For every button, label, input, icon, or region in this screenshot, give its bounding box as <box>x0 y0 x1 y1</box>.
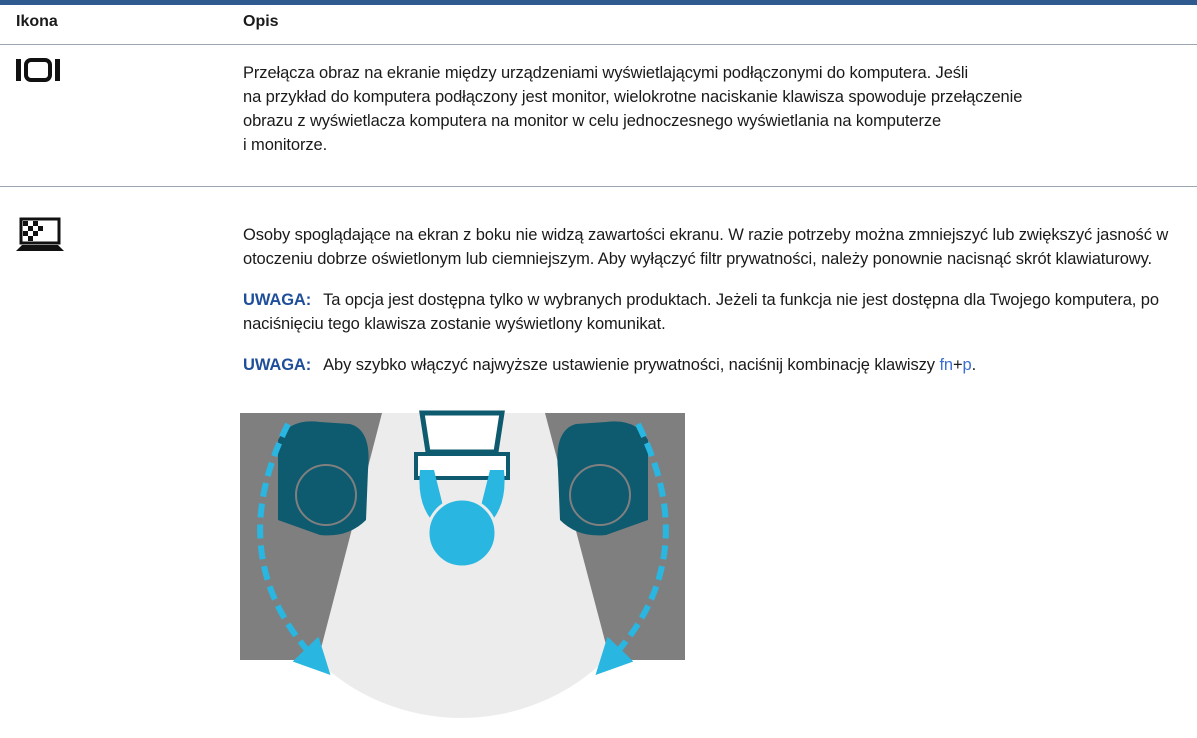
top-border <box>0 0 1197 5</box>
plus: + <box>953 356 963 374</box>
note-text: Ta opcja jest dostępna tylko w wybranych… <box>243 291 1159 333</box>
column-header: Ikona <box>16 13 58 30</box>
period: . <box>971 356 977 374</box>
description: Przełącza obraz na ekranie między urządz… <box>243 61 1188 157</box>
key: fn <box>939 356 953 374</box>
privacy-icon <box>16 217 64 251</box>
note-text: Aby szybko włączyć najwyższe ustawienie … <box>323 356 940 374</box>
description: Osoby spoglądające na ekran z boku nie w… <box>243 223 1188 377</box>
note-label: UWAGA: <box>243 291 312 309</box>
key: p <box>962 356 972 374</box>
text-line: Przełącza obraz na ekranie między urządz… <box>243 64 969 82</box>
note: UWAGA: Aby szybko włączyć najwyższe ustaw… <box>243 353 1188 377</box>
switch-display-icon <box>16 58 60 82</box>
text-line: na przykład do komputera podłączony jest… <box>243 88 1023 106</box>
note: UWAGA: Ta opcja jest dostępna tylko w wyb… <box>243 288 1188 336</box>
note-label: UWAGA: <box>243 356 312 374</box>
column-header: Opis <box>243 13 279 30</box>
text-line: i monitorze. <box>243 136 328 154</box>
privacy-illustration <box>240 410 685 718</box>
text-line: obrazu z wyświetlacza komputera na monit… <box>243 112 942 130</box>
row-divider <box>0 44 1197 45</box>
paragraph: Osoby spoglądające na ekran z boku nie w… <box>243 226 1169 268</box>
row-divider <box>0 186 1197 187</box>
